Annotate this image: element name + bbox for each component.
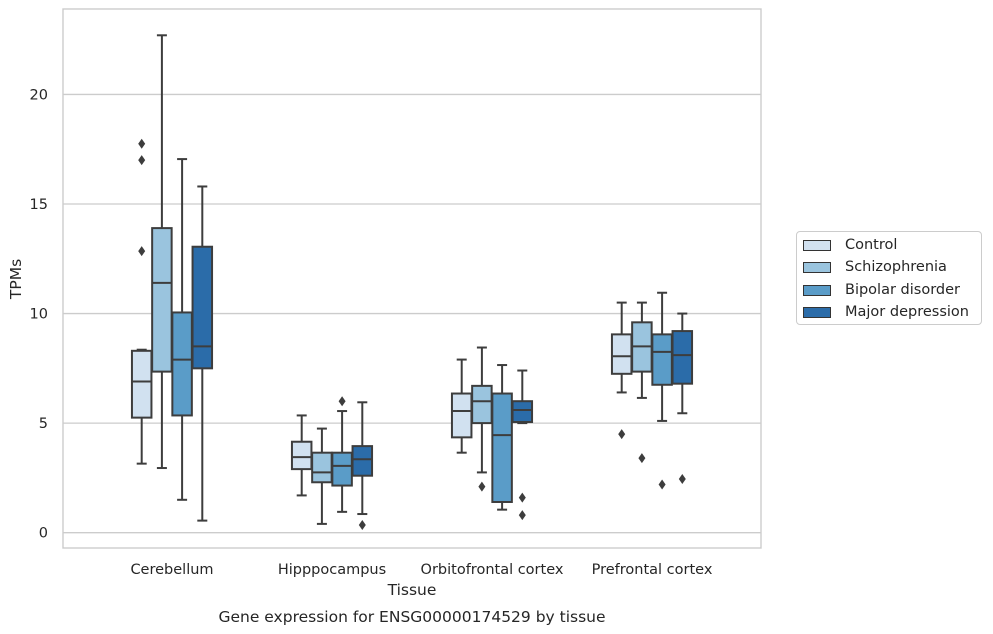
box-1-0 <box>151 34 173 470</box>
y-tick-label-5: 5 <box>39 416 48 432</box>
box-body <box>450 392 473 439</box>
outlier-1 <box>138 155 146 166</box>
x-tick-label-3: Prefrontal cortex <box>592 562 713 578</box>
box-body <box>511 400 534 424</box>
legend-label-bipolar-disorder: Bipolar disorder <box>845 282 960 298</box>
chart-title: Gene expression for ENSG00000174529 by t… <box>218 608 605 626</box>
outlier-0 <box>658 479 666 490</box>
box-body <box>311 451 333 484</box>
box-3-1 <box>351 401 374 530</box>
box-2-3 <box>651 291 673 490</box>
box-0-0 <box>130 138 153 465</box>
box-body <box>671 330 694 385</box>
outlier-2 <box>138 138 146 149</box>
box-body <box>651 333 673 386</box>
legend-label-schizophrenia: Schizophrenia <box>845 259 947 275</box>
legend-swatch-control <box>803 239 831 251</box>
legend-item-schizophrenia: Schizophrenia <box>803 257 947 277</box>
box-body <box>191 245 214 370</box>
box-plot-series <box>130 34 694 530</box>
outlier-1 <box>518 510 526 521</box>
x-axis-label: Tissue <box>387 581 437 599</box>
box-body <box>610 333 633 375</box>
outlier-0 <box>138 246 146 257</box>
box-body <box>130 349 153 419</box>
box-0-2 <box>450 358 473 454</box>
x-tick-labels: Cerebellum Hipppocampus Orbitofrontal cort… <box>130 562 712 578</box>
x-tick-label-1: Hipppocampus <box>278 562 386 578</box>
outlier-0 <box>358 519 366 530</box>
legend-item-bipolar-disorder: Bipolar disorder <box>803 280 960 300</box>
y-tick-label-20: 20 <box>30 87 48 103</box>
legend-swatch-schizophrenia <box>803 261 831 273</box>
box-3-0 <box>191 185 214 522</box>
box-2-1 <box>331 396 353 513</box>
box-body <box>491 392 513 503</box>
legend-item-control: Control <box>803 235 897 255</box>
legend-swatch-major-depression <box>803 306 831 318</box>
box-body <box>471 384 493 425</box>
box-body <box>331 451 353 487</box>
box-3-3 <box>671 312 694 484</box>
y-tick-label-15: 15 <box>30 197 48 213</box>
box-body <box>351 445 374 477</box>
legend-label-control: Control <box>845 237 898 253</box>
y-tick-label-10: 10 <box>30 307 48 323</box>
legend-swatch-bipolar-disorder <box>803 284 831 296</box>
box-body <box>290 440 313 471</box>
outlier-0 <box>678 473 686 484</box>
y-axis-label: TPMs <box>7 259 25 300</box>
outlier-0 <box>518 492 526 503</box>
x-tick-label-2: Orbitofrontal cortex <box>421 562 564 578</box>
y-tick-labels: 0 5 10 15 20 <box>30 87 48 541</box>
legend-label-major-depression: Major depression <box>845 304 969 320</box>
box-3-2 <box>511 369 534 521</box>
x-tick-label-0: Cerebellum <box>130 562 213 578</box>
y-tick-label-0: 0 <box>39 526 48 542</box>
box-body <box>151 227 173 373</box>
outlier-0 <box>638 453 646 464</box>
legend: Control Schizophrenia Bipolar disorder M… <box>796 231 982 325</box>
box-body <box>171 311 193 417</box>
legend-item-major-depression: Major depression <box>803 302 969 322</box>
box-2-0 <box>171 158 193 501</box>
outlier-0 <box>338 396 346 407</box>
box-1-2 <box>471 346 493 492</box>
outlier-0 <box>478 481 486 492</box>
outlier-0 <box>618 429 626 440</box>
box-2-2 <box>491 364 513 511</box>
